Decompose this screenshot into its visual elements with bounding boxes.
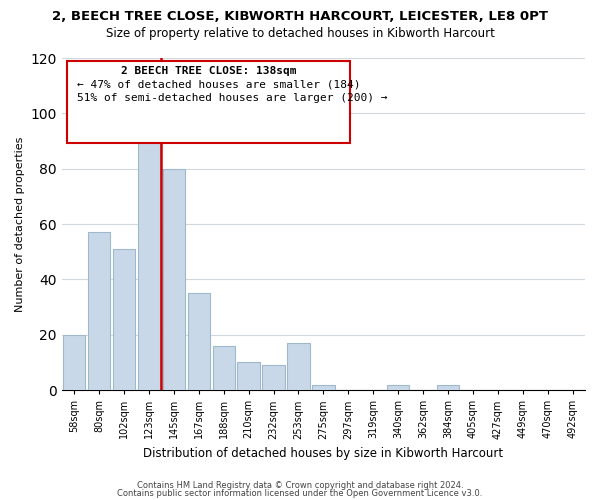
Text: 51% of semi-detached houses are larger (200) →: 51% of semi-detached houses are larger (… — [77, 93, 388, 103]
Bar — [437, 384, 459, 390]
Bar — [63, 335, 85, 390]
Text: Contains public sector information licensed under the Open Government Licence v3: Contains public sector information licen… — [118, 488, 482, 498]
Bar — [262, 365, 285, 390]
Text: Contains HM Land Registry data © Crown copyright and database right 2024.: Contains HM Land Registry data © Crown c… — [137, 481, 463, 490]
Y-axis label: Number of detached properties: Number of detached properties — [15, 136, 25, 312]
FancyBboxPatch shape — [67, 62, 350, 142]
Bar — [238, 362, 260, 390]
Bar — [88, 232, 110, 390]
Text: 2, BEECH TREE CLOSE, KIBWORTH HARCOURT, LEICESTER, LE8 0PT: 2, BEECH TREE CLOSE, KIBWORTH HARCOURT, … — [52, 10, 548, 23]
Bar — [312, 384, 335, 390]
Bar — [113, 249, 135, 390]
X-axis label: Distribution of detached houses by size in Kibworth Harcourt: Distribution of detached houses by size … — [143, 447, 503, 460]
Bar — [188, 294, 210, 390]
Bar — [212, 346, 235, 390]
Text: ← 47% of detached houses are smaller (184): ← 47% of detached houses are smaller (18… — [77, 80, 361, 90]
Bar — [287, 343, 310, 390]
Text: 2 BEECH TREE CLOSE: 138sqm: 2 BEECH TREE CLOSE: 138sqm — [121, 66, 296, 76]
Text: Size of property relative to detached houses in Kibworth Harcourt: Size of property relative to detached ho… — [106, 28, 494, 40]
Bar — [138, 136, 160, 390]
Bar — [163, 168, 185, 390]
Bar — [387, 384, 409, 390]
